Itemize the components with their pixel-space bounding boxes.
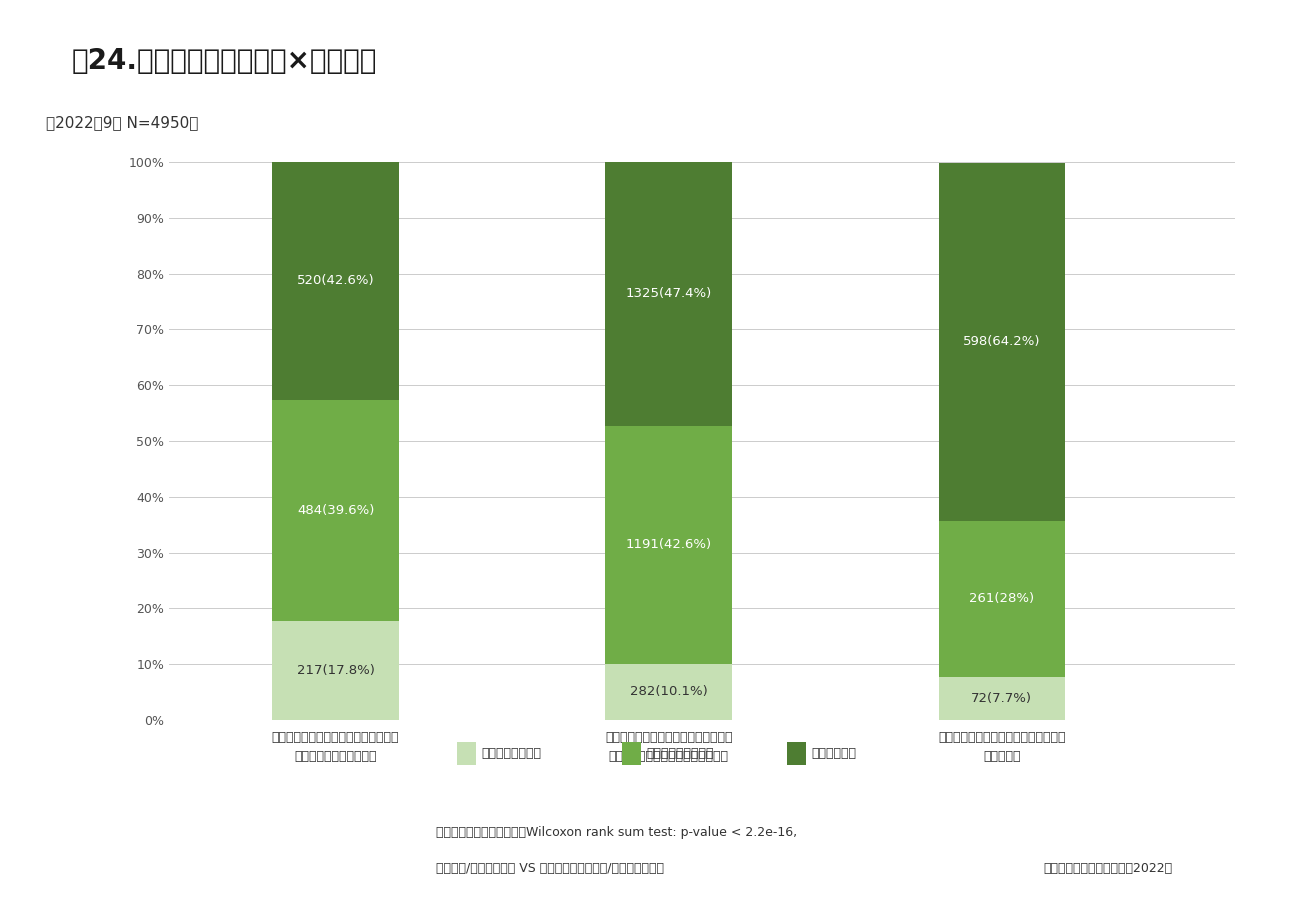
FancyBboxPatch shape [623,742,641,765]
Bar [606,426,732,663]
Text: 受診抑制はなかった: 受診抑制はなかった [646,747,714,760]
FancyBboxPatch shape [456,742,476,765]
Bar [606,663,732,720]
Bar [606,161,732,426]
Bar [272,162,399,400]
Text: 598(64.2%): 598(64.2%) [963,335,1040,348]
Text: 72(7.7%): 72(7.7%) [971,692,1032,705]
Text: 1191(42.6%): 1191(42.6%) [625,538,712,552]
Text: 図24.親の月経痛への認識×受診抑制: 図24.親の月経痛への認識×受診抑制 [72,47,377,75]
Text: 282(10.1%): 282(10.1%) [629,685,707,698]
Text: 484(39.6%): 484(39.6%) [296,504,374,517]
Bar [272,621,399,720]
Text: 520(42.6%): 520(42.6%) [296,274,374,287]
Bar [272,400,399,621]
Text: 受診抑制があった: 受診抑制があった [481,747,541,760]
FancyBboxPatch shape [788,742,806,765]
Text: 必要なかった: 必要なかった [811,747,857,760]
Text: 1325(47.4%): 1325(47.4%) [625,287,712,301]
Bar [939,677,1065,720]
Text: （月経痛は我慢するもの：Wilcoxon rank sum test: p-value < 2.2e-16,: （月経痛は我慢するもの：Wilcoxon rank sum test: p-va… [436,826,797,839]
Bar [939,163,1065,521]
Text: そう思う/少しそう思う VS あまりそう思わない/そう思わない）: そう思う/少しそう思う VS あまりそう思わない/そう思わない） [436,862,663,875]
Text: 261(28%): 261(28%) [970,592,1035,606]
Text: 出典：日本医療政策機構（2022）: 出典：日本医療政策機構（2022） [1043,862,1173,875]
Text: （2022年9月 N=4950）: （2022年9月 N=4950） [46,115,198,130]
Text: 217(17.8%): 217(17.8%) [296,664,374,677]
Bar [939,521,1065,677]
